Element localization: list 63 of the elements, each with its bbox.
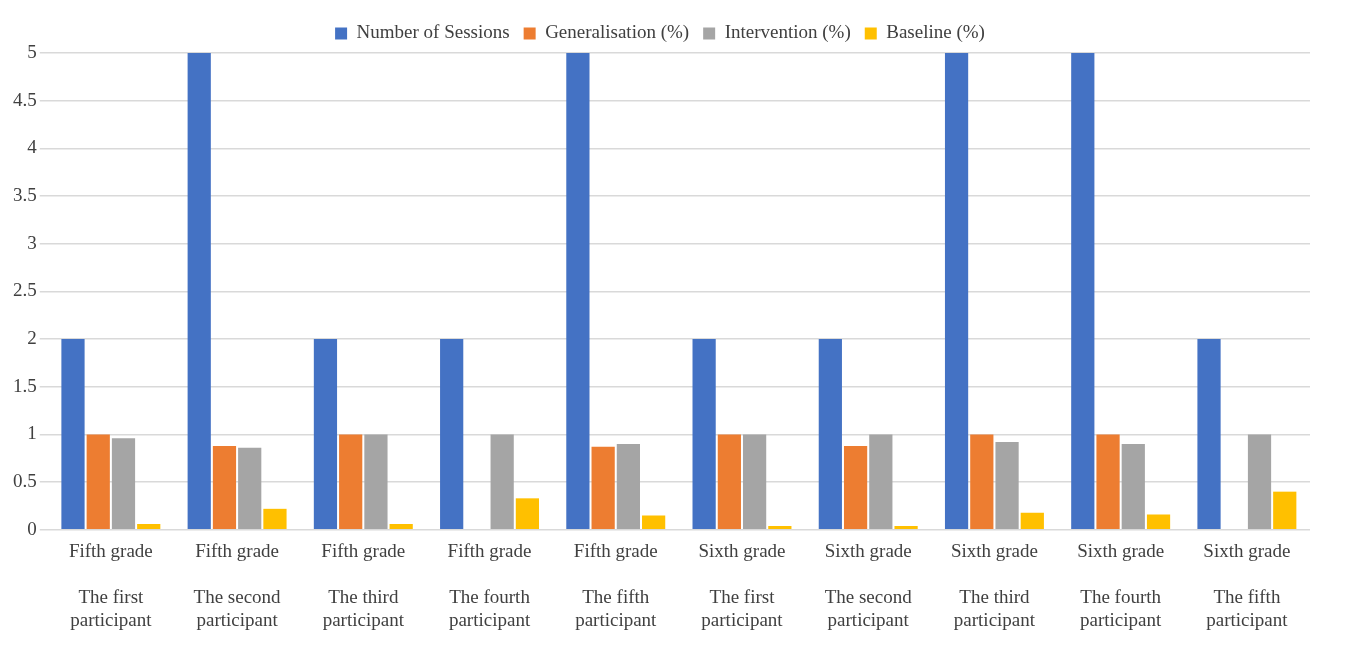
bar <box>313 339 338 530</box>
category-label: Fifth grade The fifth participant <box>573 540 658 630</box>
bar <box>1197 339 1221 530</box>
bar <box>1247 434 1272 530</box>
category-label: Fifth grade The third participant <box>321 540 406 630</box>
bar <box>111 438 136 530</box>
y-tick-label: 2.5 <box>13 279 37 301</box>
category-label: Sixth grade The second participant <box>824 540 912 630</box>
y-tick-label: 1 <box>27 422 37 444</box>
bar <box>389 524 413 530</box>
bar <box>515 498 540 530</box>
legend-label: Generalisation (%) <box>545 21 690 44</box>
y-tick-label: 2 <box>27 327 37 349</box>
y-tick-label: 5 <box>27 40 37 62</box>
bar <box>263 508 287 530</box>
bar <box>440 339 464 530</box>
bar <box>1071 53 1095 530</box>
category-label: Fifth grade The second participant <box>193 540 281 630</box>
bar <box>137 524 161 530</box>
y-tick-label: 3 <box>27 231 37 253</box>
bar <box>970 434 994 530</box>
category-label: Sixth grade The third participant <box>950 540 1038 630</box>
bar <box>339 434 363 530</box>
legend-label: Baseline (%) <box>886 21 985 44</box>
y-tick-label: 0.5 <box>13 470 37 492</box>
y-tick-label: 4 <box>27 136 38 158</box>
bar <box>616 443 640 530</box>
bar <box>692 339 716 530</box>
category-label: Sixth grade The fourth participant <box>1077 540 1165 630</box>
bar <box>768 525 792 530</box>
y-tick-label: 0 <box>27 517 37 539</box>
bar <box>86 434 110 530</box>
y-tick-label: 3.5 <box>13 184 37 206</box>
bar <box>61 339 85 530</box>
legend-label: Intervention (%) <box>724 21 851 44</box>
bar <box>1096 434 1120 530</box>
category-label: Sixth grade The fifth participant <box>1203 540 1291 630</box>
category-label: Fifth grade The first participant <box>68 540 153 630</box>
y-tick-label: 4.5 <box>13 88 37 110</box>
bar <box>490 434 514 530</box>
legend-label: Number of Sessions <box>356 21 510 43</box>
bar <box>894 525 918 530</box>
category-label: Fifth grade The fourth participant <box>447 540 532 630</box>
bar <box>843 445 868 530</box>
bar <box>364 434 388 530</box>
bar <box>212 445 237 530</box>
bar <box>743 434 767 530</box>
bar <box>187 53 211 530</box>
y-tick-label: 1.5 <box>13 374 37 396</box>
bar <box>1273 491 1297 530</box>
bar <box>869 434 893 530</box>
bar <box>591 446 615 530</box>
bar <box>566 53 590 530</box>
bar <box>1020 512 1044 530</box>
bar <box>238 447 262 530</box>
bar <box>1146 514 1171 530</box>
category-label: Sixth grade The first participant <box>698 540 786 630</box>
bar <box>995 442 1019 530</box>
bar <box>717 434 741 530</box>
bar <box>1121 443 1145 530</box>
bar <box>642 515 666 530</box>
bar <box>818 339 842 530</box>
bar <box>944 53 969 530</box>
